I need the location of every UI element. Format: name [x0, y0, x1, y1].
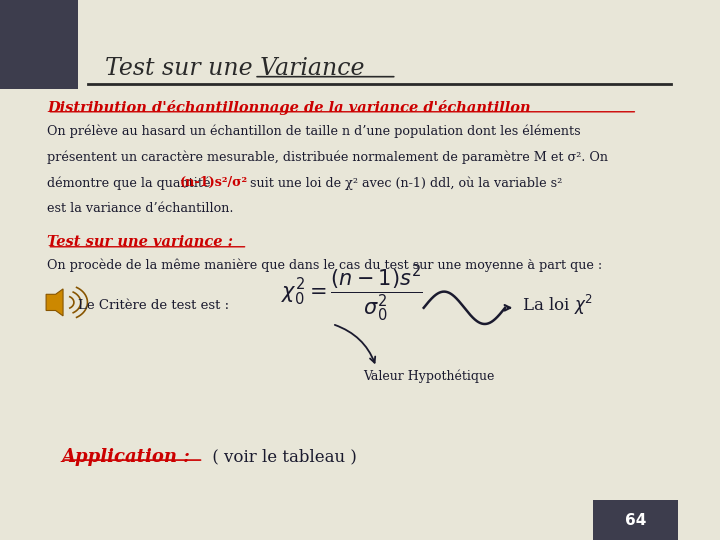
Text: Application :: Application : — [61, 448, 190, 466]
Text: présentent un caractère mesurable, distribuée normalement de paramètre M et σ². : présentent un caractère mesurable, distr… — [48, 150, 608, 164]
Text: suit une loi de χ² avec (n-1) ddl, où la variable s²: suit une loi de χ² avec (n-1) ddl, où la… — [246, 176, 562, 190]
Text: est la variance d’échantillon.: est la variance d’échantillon. — [48, 202, 234, 215]
Text: ( voir le tableau ): ( voir le tableau ) — [207, 448, 356, 465]
Text: 64: 64 — [625, 512, 647, 528]
Text: $\chi^2_0=\dfrac{(n-1)s^2}{\sigma^2_0}$: $\chi^2_0=\dfrac{(n-1)s^2}{\sigma^2_0}$ — [282, 264, 423, 325]
Text: (n-1)s²/σ²: (n-1)s²/σ² — [180, 176, 248, 189]
Text: Test sur une Variance: Test sur une Variance — [105, 57, 364, 80]
Text: Test sur une variance :: Test sur une variance : — [48, 235, 233, 249]
FancyBboxPatch shape — [593, 500, 678, 540]
Text: démontre que la quantité: démontre que la quantité — [48, 176, 215, 190]
Text: On procède de la même manière que dans le cas du test sur une moyenne à part que: On procède de la même manière que dans l… — [48, 258, 603, 272]
Text: Valeur Hypothétique: Valeur Hypothétique — [363, 370, 494, 383]
Text: La loi $\chi^2$: La loi $\chi^2$ — [522, 293, 593, 317]
Polygon shape — [46, 289, 63, 316]
Text: Le Critère de test est :: Le Critère de test est : — [78, 299, 229, 312]
FancyBboxPatch shape — [0, 0, 78, 89]
Text: On prélève au hasard un échantillon de taille n d’une population dont les élémen: On prélève au hasard un échantillon de t… — [48, 124, 581, 138]
Text: Distribution d'échantillonnage de la variance d'échantillon: Distribution d'échantillonnage de la var… — [48, 100, 531, 115]
